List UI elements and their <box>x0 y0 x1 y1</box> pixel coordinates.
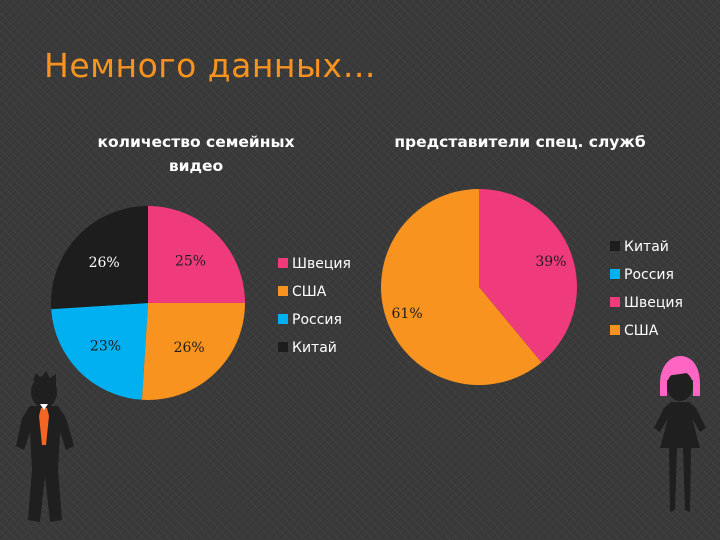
legend2-swatch-russia <box>610 269 620 279</box>
legend-chart-2: Китай Россия Швеция США <box>610 239 683 339</box>
pie1-label-usa: 26% <box>174 340 205 356</box>
legend2-swatch-china <box>610 241 620 251</box>
legend1-label-russia: Россия <box>292 312 342 328</box>
pie1-label-sweden: 25% <box>175 253 206 269</box>
legend2-label-sweden: Швеция <box>624 295 683 311</box>
pie1-slice-russia <box>51 303 148 400</box>
pie1-label-china: 26% <box>89 255 120 271</box>
pie1-slice-china <box>50 206 148 310</box>
legend2-label-usa: США <box>624 323 659 339</box>
pie1-slice-sweden <box>148 206 245 303</box>
legend2-swatch-usa <box>610 325 620 335</box>
chart-2-title: представители спец. служб <box>394 133 646 151</box>
chart-1-title: количество семейных видео <box>97 133 295 175</box>
legend1-label-usa: США <box>292 284 327 300</box>
legend1-swatch-russia <box>278 314 288 324</box>
slide-title: Немного данных… <box>44 46 377 85</box>
legend-chart-1: Швеция США Россия Китай <box>278 256 351 356</box>
legend1-label-china: Китай <box>292 340 337 356</box>
pie1-slice-usa <box>141 303 245 400</box>
legend1-swatch-china <box>278 342 288 352</box>
woman-figure-icon <box>654 356 706 512</box>
pie1-label-russia: 23% <box>90 339 121 355</box>
pie-chart-special-services: 39% 61% <box>380 189 577 385</box>
pie2-slice-sweden <box>479 189 577 363</box>
legend2-swatch-sweden <box>610 297 620 307</box>
pie-chart-family-videos: 25% 26% 23% 26% <box>50 206 245 400</box>
legend2-label-china: Китай <box>624 239 669 255</box>
legend1-label-sweden: Швеция <box>292 256 351 272</box>
legend1-swatch-usa <box>278 286 288 296</box>
pie2-label-sweden: 39% <box>535 254 566 270</box>
legend2-label-russia: Россия <box>624 267 674 283</box>
man-figure-icon <box>16 371 74 522</box>
pie2-slice-usa <box>380 189 542 385</box>
pie2-label-usa: 61% <box>392 306 423 322</box>
legend1-swatch-sweden <box>278 258 288 268</box>
